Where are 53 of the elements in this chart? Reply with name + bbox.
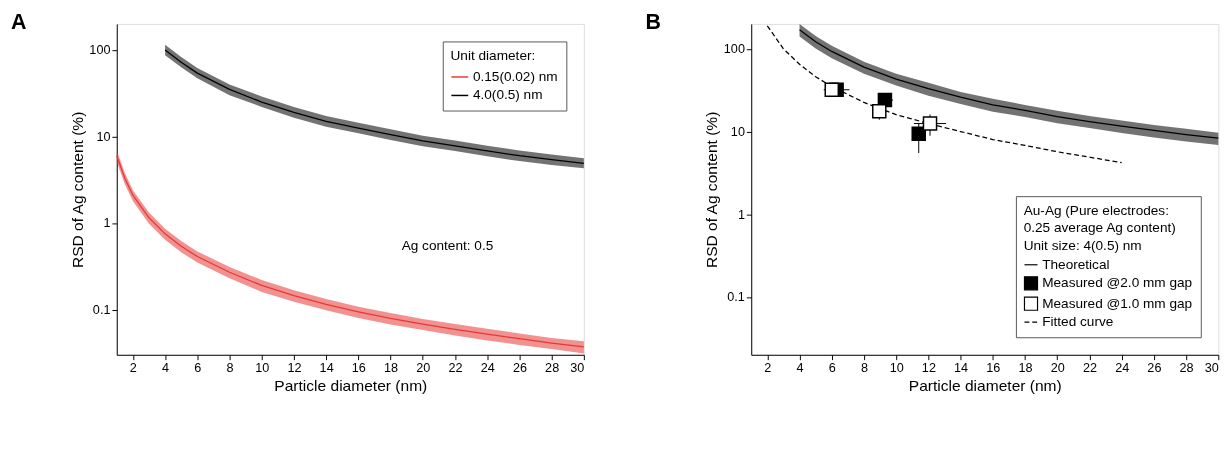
x-tick-label: 2	[129, 360, 137, 375]
y-tick-label: 10	[96, 129, 111, 144]
x-tick-label: 4	[162, 360, 170, 375]
annotation: Ag content: 0.5	[401, 237, 494, 253]
x-tick-label: 20	[416, 360, 431, 375]
x-tick-label: 28	[1179, 360, 1194, 375]
chart-title: B	[645, 9, 661, 34]
y-axis-title: RSD of Ag content (%)	[68, 111, 86, 269]
legend-label: Theoretical	[1042, 256, 1110, 272]
x-tick-label: 30	[570, 360, 585, 375]
x-tick-label: 30	[1204, 360, 1219, 375]
legend-label: 0.15(0.02) nm	[472, 68, 558, 84]
legend-label: Measured @1.0 mm gap	[1042, 295, 1193, 311]
y-tick-label: 1	[737, 207, 745, 222]
y-tick-label: 100	[89, 43, 111, 58]
x-tick-label: 26	[512, 360, 527, 375]
y-tick-label: 1	[103, 216, 111, 231]
x-tick-label: 20	[1050, 360, 1065, 375]
x-tick-label: 4	[796, 360, 804, 375]
x-tick-label: 16	[351, 360, 366, 375]
legend-label: 4.0(0.5) nm	[472, 87, 543, 103]
x-tick-label: 24	[480, 360, 495, 375]
x-tick-label: 10	[255, 360, 270, 375]
x-axis-title: Particle diameter (nm)	[274, 377, 428, 395]
x-tick-label: 28	[545, 360, 560, 375]
legend-label: Fitted curve	[1042, 314, 1114, 330]
x-tick-label: 22	[1082, 360, 1097, 375]
y-tick-label: 100	[723, 42, 745, 57]
x-tick-label: 14	[954, 360, 969, 375]
x-tick-label: 16	[986, 360, 1001, 375]
legend-title: Au-Ag (Pure electrodes: 0.25 average Ag content) Unit size: 4(0.5) nm	[1023, 202, 1176, 253]
y-tick-label: 0.1	[92, 302, 111, 317]
x-tick-label: 18	[1018, 360, 1033, 375]
x-tick-label: 8	[226, 360, 234, 375]
x-tick-label: 2	[764, 360, 772, 375]
x-tick-label: 8	[860, 360, 868, 375]
y-tick-label: 0.1	[727, 290, 745, 305]
legend-label: Measured @2.0 mm gap	[1042, 275, 1193, 291]
legend-title: Unit diameter:	[450, 47, 536, 63]
x-tick-label: 18	[384, 360, 399, 375]
x-tick-label: 12	[287, 360, 302, 375]
x-tick-label: 12	[921, 360, 936, 375]
x-tick-label: 22	[448, 360, 463, 375]
x-tick-label: 6	[194, 360, 202, 375]
x-axis-title: Particle diameter (nm)	[908, 377, 1062, 395]
chart-title: A	[11, 9, 27, 34]
x-tick-label: 6	[828, 360, 836, 375]
x-tick-label: 14	[319, 360, 334, 375]
x-tick-label: 24	[1115, 360, 1130, 375]
x-tick-label: 26	[1147, 360, 1162, 375]
y-tick-label: 10	[730, 124, 745, 139]
x-tick-label: 10	[889, 360, 904, 375]
y-axis-title: RSD of Ag content (%)	[702, 111, 720, 269]
